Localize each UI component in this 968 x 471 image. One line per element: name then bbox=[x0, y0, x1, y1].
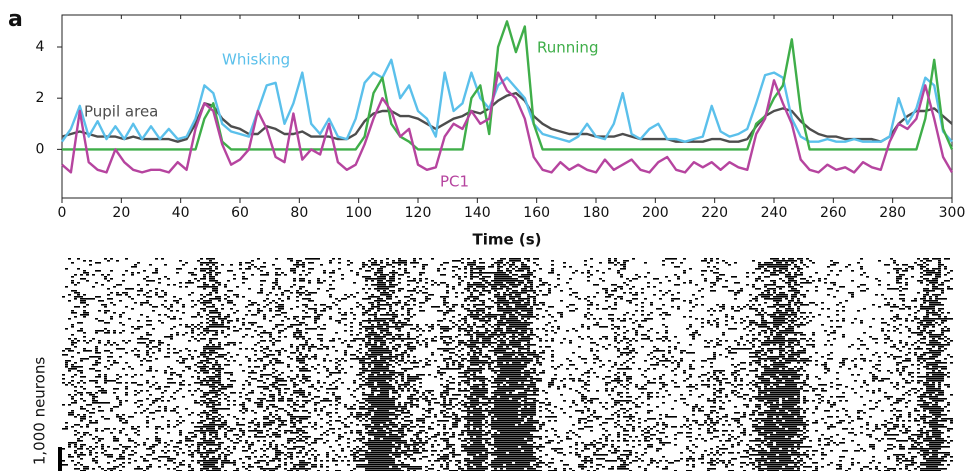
x-tick-label: 20 bbox=[112, 205, 130, 221]
x-tick-label: 240 bbox=[761, 205, 788, 221]
series-line bbox=[61, 58, 953, 143]
series-line bbox=[61, 71, 954, 174]
series-label: Whisking bbox=[222, 51, 290, 69]
y-tick-label: 4 bbox=[36, 39, 45, 55]
y-tick-label: 0 bbox=[36, 141, 45, 157]
x-tick-label: 300 bbox=[939, 205, 966, 221]
neural-raster bbox=[62, 258, 953, 471]
series-label: PC1 bbox=[440, 173, 469, 191]
x-axis-label: Time (s) bbox=[472, 231, 541, 249]
x-tick-label: 40 bbox=[172, 205, 190, 221]
series-label: Running bbox=[537, 39, 598, 57]
panel-label: a bbox=[8, 7, 23, 32]
x-tick-label: 140 bbox=[464, 205, 491, 221]
x-tick-label: 120 bbox=[405, 205, 432, 221]
x-tick-label: 280 bbox=[879, 205, 906, 221]
x-tick-label: 220 bbox=[701, 205, 728, 221]
x-tick-label: 60 bbox=[231, 205, 249, 221]
x-tick-label: 180 bbox=[583, 205, 610, 221]
x-tick-label: 100 bbox=[345, 205, 372, 221]
x-tick-label: 260 bbox=[820, 205, 847, 221]
series-label: Pupil area bbox=[84, 103, 158, 121]
raster-label: 1,000 neurons bbox=[31, 357, 49, 465]
x-tick-label: 80 bbox=[290, 205, 308, 221]
plot-frame bbox=[61, 14, 953, 199]
y-tick-label: 2 bbox=[36, 90, 45, 106]
x-tick-label: 200 bbox=[642, 205, 669, 221]
x-tick-label: 0 bbox=[58, 205, 67, 221]
x-tick-label: 160 bbox=[523, 205, 550, 221]
